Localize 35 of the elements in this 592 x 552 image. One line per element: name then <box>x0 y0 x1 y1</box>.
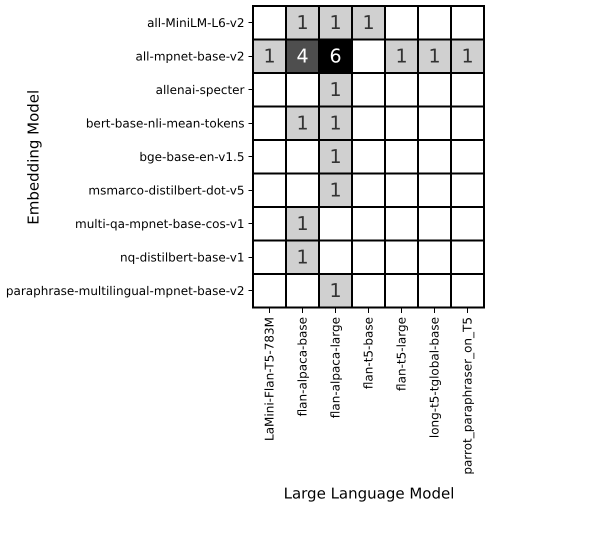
data-label: 1 <box>296 212 309 235</box>
data-label: 1 <box>329 112 342 134</box>
y-tick-label: msmarco-distilbert-dot-v5 <box>88 183 244 198</box>
data-label: 1 <box>296 112 309 134</box>
data-label: 1 <box>362 12 375 34</box>
data-label: 1 <box>296 12 309 34</box>
data-label: 1 <box>461 45 474 68</box>
data-label: 1 <box>296 246 309 268</box>
x-tick-label: flan-alpaca-base <box>296 317 310 416</box>
x-tick-label: flan-t5-base <box>362 317 376 390</box>
data-label: 1 <box>329 12 342 34</box>
x-tick-label: parrot_paraphraser_on_T5 <box>460 317 474 475</box>
data-label: 1 <box>395 45 408 68</box>
data-label: 4 <box>296 45 309 68</box>
data-label: 1 <box>329 146 342 168</box>
y-tick-label: allenai-specter <box>156 82 245 97</box>
data-label: 1 <box>329 78 342 101</box>
data-label: 1 <box>263 45 276 68</box>
data-label: 1 <box>428 45 441 68</box>
y-tick-label: nq-distilbert-base-v1 <box>120 250 244 264</box>
y-axis-title: Embedding Model <box>24 90 42 225</box>
x-tick-label: flan-t5-large <box>394 317 408 391</box>
x-tick-label: long-t5-tglobal-base <box>428 317 442 438</box>
x-axis-title: Large Language Model <box>284 484 454 503</box>
data-label: 1 <box>329 179 342 202</box>
y-tick-label: paraphrase-multilingual-mpnet-base-v2 <box>6 284 244 298</box>
x-tick-label: flan-alpaca-large <box>328 317 342 418</box>
y-tick-label: bert-base-nli-mean-tokens <box>86 116 244 130</box>
y-tick-label: multi-qa-mpnet-base-cos-v1 <box>75 216 244 231</box>
y-tick-label: all-MiniLM-L6-v2 <box>147 16 244 30</box>
y-tick-label: all-mpnet-base-v2 <box>135 49 244 64</box>
data-label: 6 <box>329 45 342 68</box>
y-tick-label: bge-base-en-v1.5 <box>139 150 244 164</box>
data-label: 1 <box>329 280 342 302</box>
x-tick-label: LaMini-Flan-T5-783M <box>262 317 276 441</box>
